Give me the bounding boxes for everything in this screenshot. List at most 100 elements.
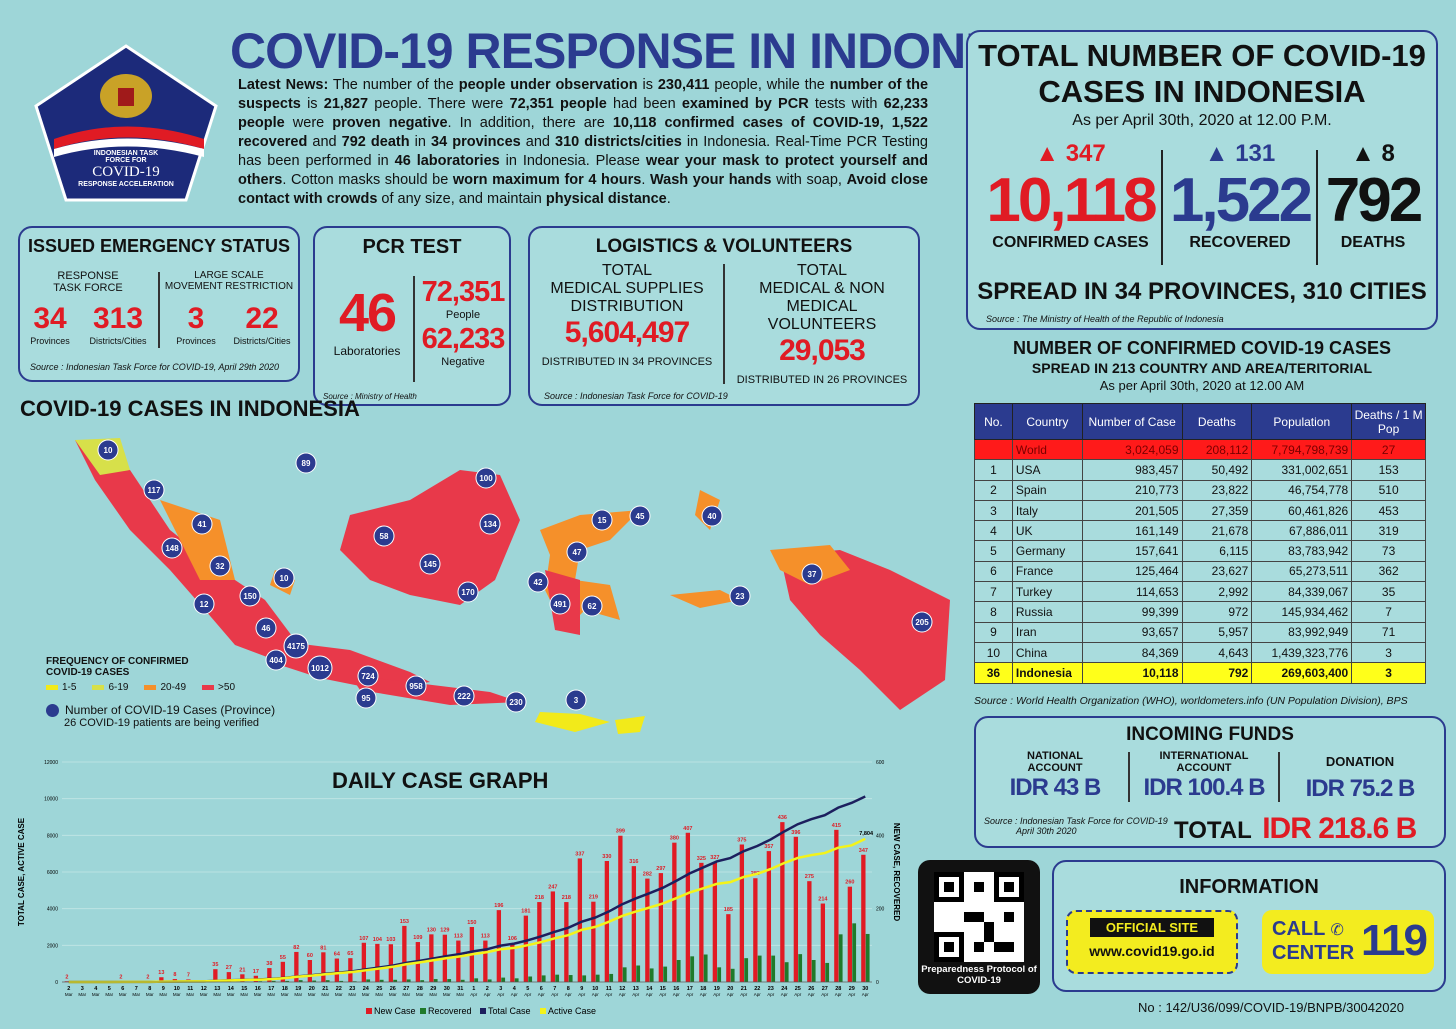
call-center-button[interactable]: CALL ✆ CENTER 119 — [1262, 910, 1434, 974]
table-cell: 67,886,011 — [1251, 520, 1353, 542]
x-month-label: Mar — [92, 992, 100, 997]
table-cell: 3,024,059 — [1081, 438, 1183, 461]
table-cell: 972 — [1181, 601, 1253, 623]
papua-region — [780, 550, 950, 710]
x-tick-label: 9 — [580, 986, 583, 992]
news-segment: 792 death — [341, 134, 410, 150]
recovered-bar — [676, 960, 681, 982]
news-segment: worn maximum for 4 hours — [452, 172, 642, 188]
supplies-label-3: DISTRIBUTION — [570, 298, 684, 315]
news-segment: in — [409, 134, 432, 150]
new-case-value-label: 327 — [710, 855, 719, 861]
table-cell: 3 — [974, 499, 1013, 522]
table-cell: UK — [1011, 520, 1083, 542]
x-month-label: Mar — [375, 992, 383, 997]
y2-tick-label: 200 — [876, 907, 885, 913]
x-month-label: Apr — [578, 992, 586, 997]
legend-label: 20-49 — [160, 682, 187, 693]
recovered-bar — [325, 980, 330, 982]
new-case-bar — [807, 881, 812, 982]
document-number: No : 142/U36/099/COVID-19/BNPB/30042020 — [1138, 1000, 1404, 1015]
province-pin-label: 10 — [104, 446, 113, 455]
new-case-bar — [456, 940, 461, 982]
call-label: CALL — [1272, 918, 1325, 940]
volunteers-label-3: VOLUNTEERS — [767, 316, 877, 333]
new-case-value-label: 181 — [521, 909, 530, 915]
java-region — [270, 640, 430, 690]
table-cell — [974, 438, 1013, 461]
new-case-value-label: 396 — [791, 830, 800, 836]
x-month-label: Apr — [646, 992, 654, 997]
province-pin — [405, 675, 427, 697]
x-month-label: Mar — [105, 992, 113, 997]
x-month-label: Apr — [848, 992, 856, 997]
supplies-note: DISTRIBUTED IN 34 PROVINCES — [541, 356, 713, 368]
national-label-1: NATIONAL — [1026, 750, 1083, 762]
news-segment: is — [637, 77, 658, 93]
table-cell: 60,461,826 — [1251, 499, 1353, 522]
new-case-bar — [712, 862, 718, 982]
x-tick-label: 14 — [646, 986, 653, 992]
y-tick-label: 10000 — [44, 797, 58, 803]
x-month-label: Mar — [186, 992, 194, 997]
x-tick-label: 4 — [513, 986, 517, 992]
table-cell: 21,678 — [1181, 520, 1253, 542]
pin-legend-note: 26 COVID-19 patients are being verified — [64, 717, 260, 729]
recovered-bar — [285, 980, 290, 982]
province-pin-label: 134 — [483, 520, 497, 529]
x-tick-label: 4 — [94, 986, 98, 992]
table-cell: Germany — [1011, 540, 1083, 562]
news-segment: The number of the — [328, 77, 459, 93]
x-tick-label: 11 — [187, 986, 193, 992]
recovered-bar — [514, 978, 519, 982]
x-tick-label: 15 — [660, 986, 666, 992]
x-tick-label: 25 — [376, 986, 382, 992]
x-month-label: Apr — [538, 992, 546, 997]
new-case-bar — [523, 915, 529, 982]
official-site-link[interactable]: OFFICIAL SITE www.covid19.go.id — [1066, 910, 1238, 974]
x-tick-label: 10 — [174, 986, 180, 992]
chart-legend-label: Total Case — [488, 1006, 531, 1016]
pcr-labs-label: Laboratories — [333, 344, 401, 358]
x-month-label: Mar — [65, 992, 73, 997]
table-row: 6 France 125,464 23,627 65,273,511 362 — [974, 560, 1426, 583]
table-row: 10 China 84,369 4,643 1,439,323,776 3 — [974, 641, 1426, 664]
table-cell: 1,439,323,776 — [1251, 641, 1353, 664]
news-segment: 230,411 — [657, 77, 710, 93]
new-case-value-label: 196 — [494, 903, 503, 909]
x-month-label: Mar — [456, 992, 464, 997]
new-case-bar — [591, 901, 596, 982]
x-month-label: Mar — [213, 992, 221, 997]
new-case-value-label: 64 — [334, 952, 341, 958]
news-segment: 10,118 confirmed cases of COVID-19, 1,52… — [238, 115, 928, 150]
x-tick-label: 30 — [444, 986, 450, 992]
new-case-bar — [550, 891, 556, 982]
recovered-bar — [757, 955, 762, 982]
recovered-label: RECOVERED — [1189, 234, 1291, 251]
province-pin-label: 37 — [808, 570, 817, 579]
qr-code[interactable] — [934, 872, 1024, 962]
province-pin-label: 150 — [243, 592, 257, 601]
funds-title: INCOMING FUNDS — [1126, 724, 1294, 745]
table-cell: 201,505 — [1081, 499, 1183, 522]
x-month-label: Mar — [402, 992, 410, 997]
new-case-bar — [375, 943, 380, 982]
x-tick-label: 13 — [633, 986, 639, 992]
new-case-bar — [334, 958, 340, 982]
table-cell: 35 — [1351, 581, 1426, 603]
new-case-value-label: 129 — [440, 928, 449, 934]
new-case-value-label: 375 — [737, 838, 746, 844]
news-segment: in Indonesia. Please — [499, 153, 646, 169]
restriction-label-2: MOVEMENT RESTRICTION — [164, 281, 294, 292]
new-case-value-label: 113 — [454, 934, 463, 940]
news-segment: . Cotton masks should be — [282, 172, 453, 188]
x-month-label: Apr — [740, 992, 748, 997]
x-month-label: Apr — [713, 992, 721, 997]
province-pin-label: 41 — [198, 520, 207, 529]
province-pin — [549, 593, 571, 615]
legend-swatch — [46, 685, 58, 690]
response-label-1: RESPONSE — [57, 270, 119, 282]
table-cell: 161,149 — [1081, 520, 1183, 542]
intl-label-2: ACCOUNT — [1176, 762, 1232, 774]
new-case-value-label: 2 — [65, 974, 68, 980]
